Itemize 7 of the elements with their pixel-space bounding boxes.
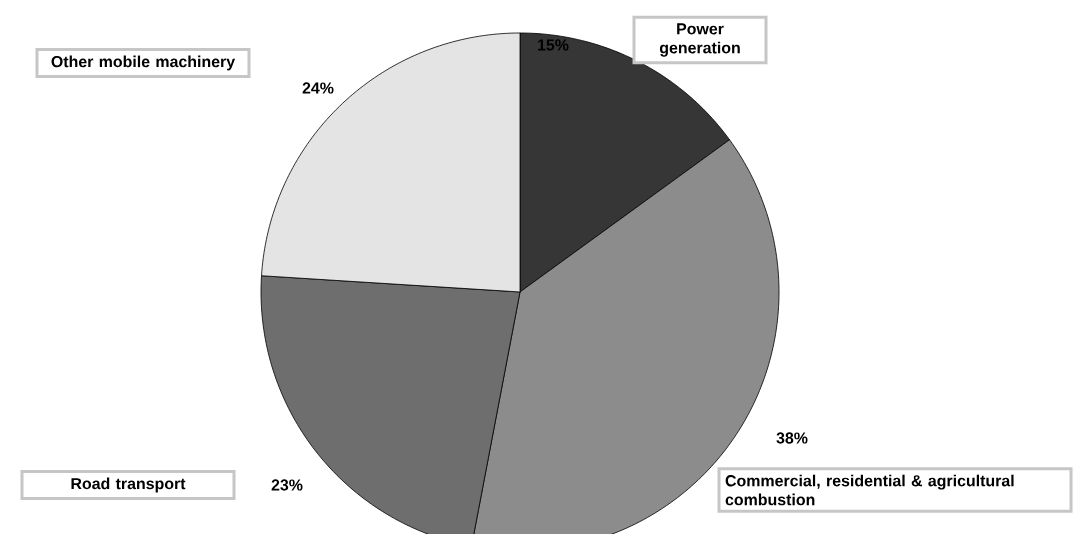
slice-label: Power generation: [659, 23, 740, 57]
data-label: 24%: [302, 82, 334, 94]
slice-label: Road transport: [71, 477, 186, 493]
data-label: 23%: [271, 479, 303, 491]
slice-label: Other mobile machinery: [51, 55, 236, 71]
data-label: 38%: [776, 432, 808, 444]
slice-label: Commercial, residential & agricultural combustion: [725, 474, 1014, 506]
